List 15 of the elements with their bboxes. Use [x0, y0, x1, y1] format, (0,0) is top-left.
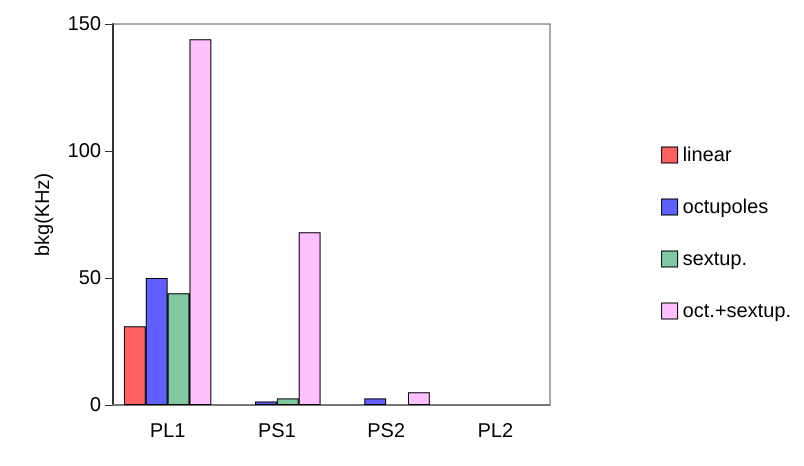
y-tick-label: 100 — [68, 140, 101, 162]
legend-label: linear — [682, 144, 732, 166]
y-tick-label: 50 — [78, 267, 101, 289]
x-tick-label: PL2 — [478, 420, 514, 442]
x-tick-label: PL1 — [150, 420, 186, 442]
y-tick-label: 0 — [90, 394, 101, 416]
x-tick-label: PS1 — [258, 420, 296, 442]
x-tick-label: PS2 — [367, 420, 406, 442]
y-tick-label: 150 — [68, 13, 101, 35]
legend-label: sextup. — [682, 248, 748, 270]
bar — [408, 392, 430, 405]
y-axis-title: bkg(KHz) — [32, 172, 54, 256]
bar — [364, 398, 386, 405]
legend-label: oct.+sextup. — [682, 300, 792, 322]
legend-label: octupoles — [682, 196, 768, 218]
